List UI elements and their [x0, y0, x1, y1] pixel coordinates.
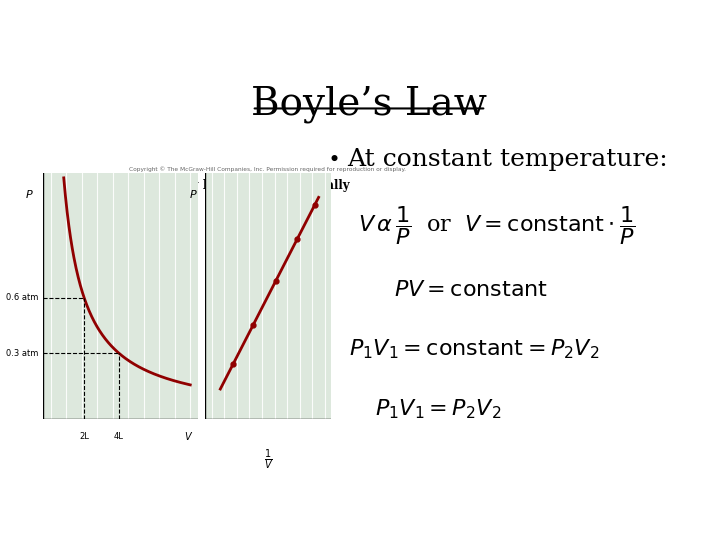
Text: $V\,\alpha\,\dfrac{1}{P}$  or  $V = \mathrm{constant} \cdot \dfrac{1}{P}$: $V\,\alpha\,\dfrac{1}{P}$ or $V = \mathr… [358, 204, 635, 247]
Text: Copyright © The McGraw-Hill Companies, Inc. Permission required for reproduction: Copyright © The McGraw-Hill Companies, I… [129, 167, 406, 172]
Text: 0.3 atm: 0.3 atm [6, 349, 39, 358]
Text: P: P [189, 190, 196, 200]
Text: (a): (a) [174, 395, 191, 408]
Text: $\bullet$: $\bullet$ [327, 148, 338, 168]
Text: 2L: 2L [79, 432, 89, 441]
Text: At constant temperature:: At constant temperature: [347, 148, 667, 171]
Text: $P_1V_1 = \mathrm{constant} = P_2V_2$: $P_1V_1 = \mathrm{constant} = P_2V_2$ [349, 337, 600, 361]
Text: 4L: 4L [114, 432, 124, 441]
Text: $PV = \mathrm{constant}$: $PV = \mathrm{constant}$ [394, 279, 549, 301]
Text: V: V [184, 432, 191, 442]
Text: Boyle’s Law: Boyle’s Law [251, 85, 487, 123]
Text: (b): (b) [290, 395, 308, 408]
Text: Boyle’s Law Expressed Graphically: Boyle’s Law Expressed Graphically [121, 179, 349, 192]
Text: P: P [26, 190, 32, 200]
Text: 0.6 atm: 0.6 atm [6, 293, 39, 302]
Text: $P_1V_1 = P_2V_2$: $P_1V_1 = P_2V_2$ [374, 397, 501, 421]
Text: $\frac{1}{V}$: $\frac{1}{V}$ [264, 448, 273, 472]
